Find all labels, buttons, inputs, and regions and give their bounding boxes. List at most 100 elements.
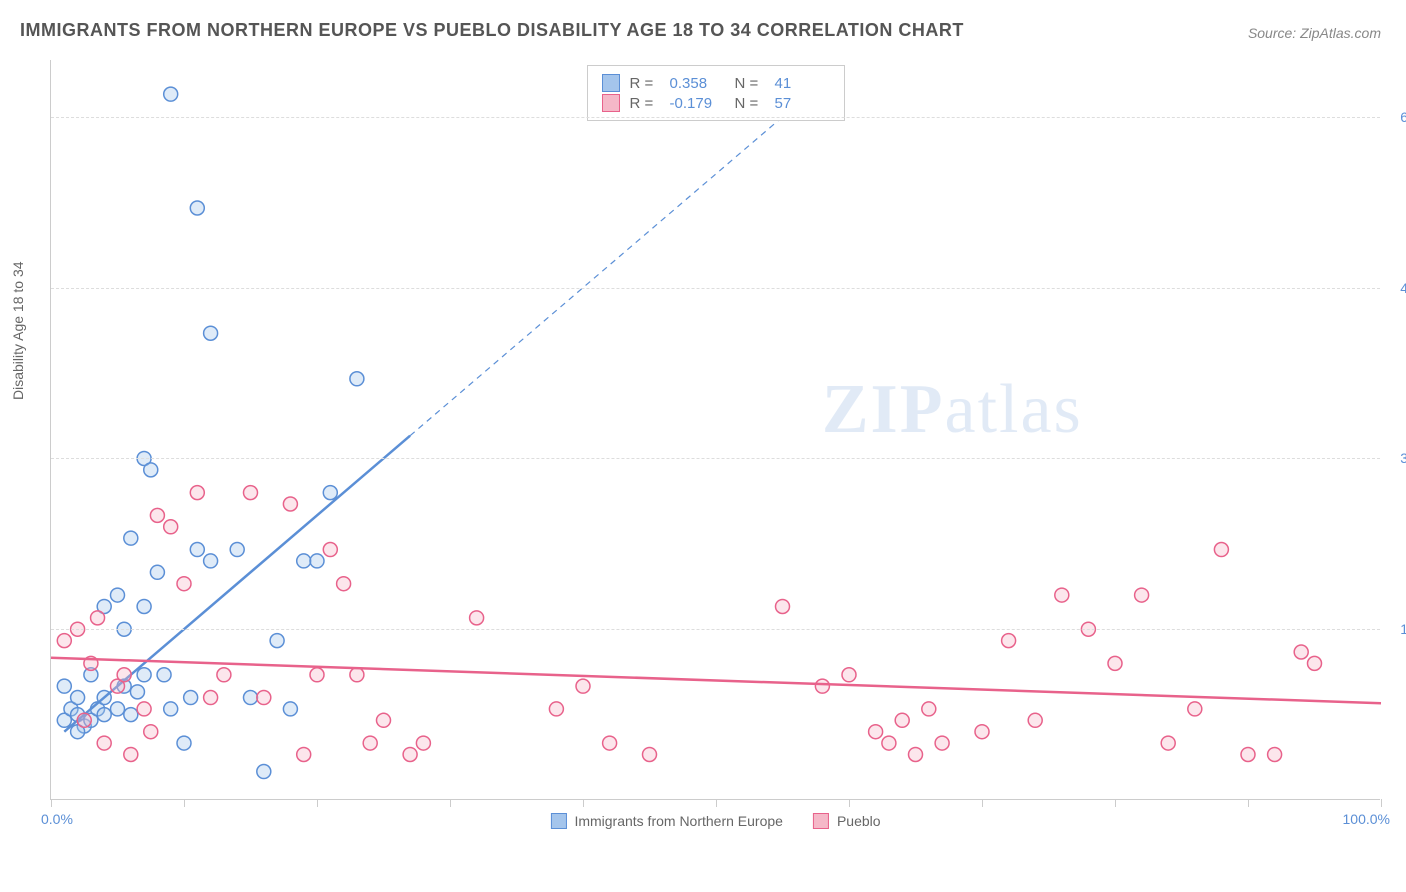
legend-item-1: Pueblo [813,813,881,829]
x-tick [184,799,185,807]
scatter-point [869,725,883,739]
scatter-point [815,679,829,693]
y-tick-label: 60.0% [1385,109,1406,125]
scatter-point [111,588,125,602]
scatter-point [244,691,258,705]
scatter-point [363,736,377,750]
y-tick-label: 45.0% [1385,280,1406,296]
scatter-point [177,736,191,750]
scatter-point [1108,656,1122,670]
scatter-point [164,87,178,101]
scatter-point [137,599,151,613]
scatter-point [1214,543,1228,557]
scatter-point [77,713,91,727]
stats-swatch-1 [602,94,620,112]
scatter-point [177,577,191,591]
gridline [51,629,1380,630]
scatter-point [283,497,297,511]
scatter-point [204,691,218,705]
scatter-point [283,702,297,716]
scatter-point [190,543,204,557]
scatter-point [57,679,71,693]
scatter-point [71,691,85,705]
scatter-point [603,736,617,750]
scatter-point [244,486,258,500]
scatter-point [350,668,364,682]
scatter-point [1055,588,1069,602]
scatter-point [257,765,271,779]
x-tick [1115,799,1116,807]
x-tick [51,799,52,807]
scatter-point [935,736,949,750]
scatter-point [323,543,337,557]
stats-row-series-0: R = 0.358 N = 41 [602,74,830,92]
legend-swatch-1 [813,813,829,829]
scatter-point [895,713,909,727]
scatter-point [1028,713,1042,727]
scatter-point [124,531,138,545]
legend-swatch-0 [550,813,566,829]
scatter-point [310,554,324,568]
scatter-point [1268,747,1282,761]
scatter-point [190,201,204,215]
scatter-point [549,702,563,716]
scatter-point [164,702,178,716]
scatter-point [144,463,158,477]
scatter-point [217,668,231,682]
scatter-point [204,554,218,568]
scatter-point [150,565,164,579]
scatter-point [416,736,430,750]
x-tick [716,799,717,807]
x-axis-min-label: 0.0% [41,811,73,827]
scatter-point [137,702,151,716]
scatter-point [1241,747,1255,761]
scatter-point [643,747,657,761]
scatter-point [470,611,484,625]
scatter-point [97,736,111,750]
y-tick-label: 15.0% [1385,621,1406,637]
scatter-point [230,543,244,557]
scatter-point [350,372,364,386]
x-tick [1248,799,1249,807]
stats-row-series-1: R = -0.179 N = 57 [602,94,830,112]
scatter-point [975,725,989,739]
scatter-point [403,747,417,761]
bottom-legend: Immigrants from Northern Europe Pueblo [550,813,880,829]
scatter-point [1294,645,1308,659]
x-tick [583,799,584,807]
scatter-point [257,691,271,705]
scatter-point [91,611,105,625]
legend-label-1: Pueblo [837,813,881,829]
plot-svg [51,60,1380,799]
scatter-point [337,577,351,591]
legend-label-0: Immigrants from Northern Europe [574,813,783,829]
scatter-point [97,708,111,722]
x-axis-max-label: 100.0% [1343,811,1390,827]
x-tick [982,799,983,807]
scatter-point [270,634,284,648]
scatter-point [57,634,71,648]
scatter-point [137,668,151,682]
stats-legend-box: R = 0.358 N = 41 R = -0.179 N = 57 [587,65,845,121]
scatter-point [157,668,171,682]
scatter-point [204,326,218,340]
source-label: Source: ZipAtlas.com [1248,25,1381,41]
legend-item-0: Immigrants from Northern Europe [550,813,783,829]
scatter-point [776,599,790,613]
scatter-point [190,486,204,500]
gridline [51,458,1380,459]
scatter-point [922,702,936,716]
scatter-point [130,685,144,699]
scatter-point [297,747,311,761]
scatter-point [909,747,923,761]
x-tick [317,799,318,807]
x-tick [849,799,850,807]
scatter-point [323,486,337,500]
chart-container: IMMIGRANTS FROM NORTHERN EUROPE VS PUEBL… [0,0,1406,892]
chart-title: IMMIGRANTS FROM NORTHERN EUROPE VS PUEBL… [20,20,964,41]
stats-swatch-0 [602,74,620,92]
x-tick [450,799,451,807]
scatter-point [164,520,178,534]
plot-area: ZIPatlas R = 0.358 N = 41 R = -0.179 N =… [50,60,1380,800]
scatter-point [1308,656,1322,670]
